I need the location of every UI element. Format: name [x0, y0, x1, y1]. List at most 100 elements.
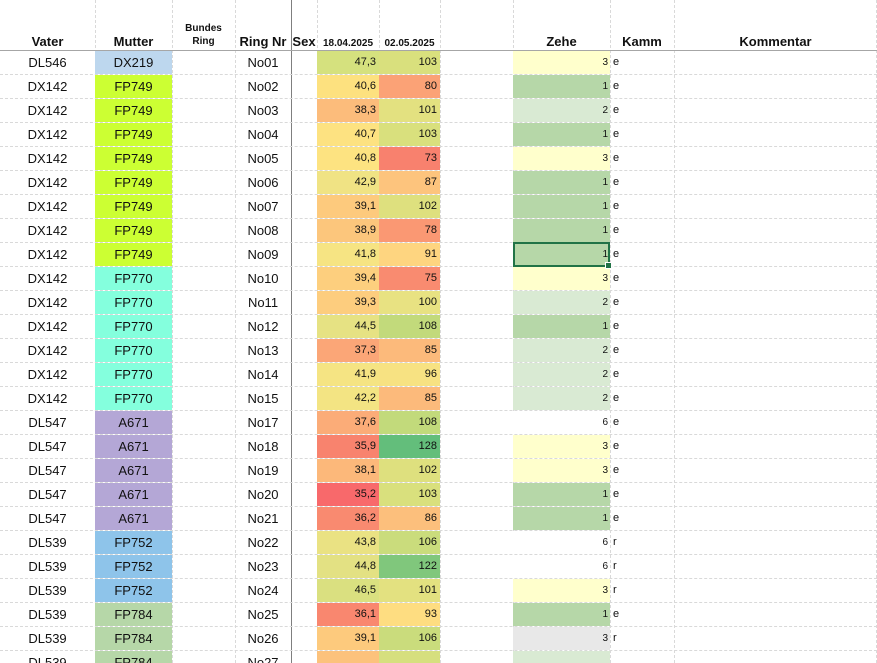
- cell-sex[interactable]: [291, 315, 317, 338]
- cell-kommentar[interactable]: [674, 627, 876, 650]
- cell-vater[interactable]: DL539: [28, 607, 67, 622]
- cell-vater[interactable]: DX142: [27, 199, 68, 214]
- cell-kommentar[interactable]: [674, 99, 876, 122]
- cell-sex[interactable]: [291, 387, 317, 410]
- cell-mutter[interactable]: FP770: [95, 267, 172, 290]
- cell-kamm[interactable]: [610, 651, 674, 663]
- cell-zehe[interactable]: 3: [513, 51, 610, 74]
- cell-mutter[interactable]: FP749: [95, 219, 172, 242]
- cell-weight-1[interactable]: 39,4: [317, 267, 379, 290]
- cell-kamm[interactable]: e: [613, 368, 620, 380]
- header-date-2[interactable]: 02.05.2025: [384, 38, 435, 49]
- cell-kamm[interactable]: e: [613, 176, 620, 188]
- cell-kommentar[interactable]: [674, 195, 876, 218]
- cell-weight-1[interactable]: 39,3: [317, 291, 379, 314]
- cell-weight-2[interactable]: 106: [379, 531, 440, 554]
- cell-zehe[interactable]: [513, 651, 610, 663]
- cell-mutter[interactable]: FP749: [95, 75, 172, 98]
- cell-kamm[interactable]: r: [613, 536, 617, 548]
- cell-zehe[interactable]: 1: [513, 315, 610, 338]
- cell-sex[interactable]: [291, 507, 317, 530]
- cell-weight-1[interactable]: 35,9: [317, 435, 379, 458]
- cell-vater[interactable]: DX142: [27, 151, 68, 166]
- cell-bundes-ring[interactable]: [172, 411, 235, 434]
- cell-weight-2[interactable]: 102: [379, 459, 440, 482]
- cell-kommentar[interactable]: [674, 555, 876, 578]
- cell-vater[interactable]: DX142: [27, 367, 68, 382]
- selected-cell[interactable]: [513, 242, 612, 269]
- cell-ring-nr[interactable]: No27: [247, 655, 279, 663]
- cell-sex[interactable]: [291, 603, 317, 626]
- cell-weight-1[interactable]: 44,8: [317, 555, 379, 578]
- cell-mutter[interactable]: A671: [95, 435, 172, 458]
- cell-mutter[interactable]: FP752: [95, 555, 172, 578]
- cell-vater[interactable]: DX142: [27, 175, 68, 190]
- cell-weight-1[interactable]: 40,8: [317, 147, 379, 170]
- cell-weight-2[interactable]: 108: [379, 315, 440, 338]
- cell-kamm[interactable]: e: [613, 128, 620, 140]
- cell-weight-2[interactable]: 101: [379, 99, 440, 122]
- cell-sex[interactable]: [291, 339, 317, 362]
- cell-weight-2[interactable]: 106: [379, 627, 440, 650]
- cell-zehe[interactable]: 2: [513, 339, 610, 362]
- cell-weight-1[interactable]: 38,1: [317, 459, 379, 482]
- cell-ring-nr[interactable]: No08: [247, 223, 279, 238]
- header-kommentar[interactable]: Kommentar: [739, 34, 812, 49]
- cell-kamm[interactable]: e: [613, 344, 620, 356]
- cell-ring-nr[interactable]: No04: [247, 127, 279, 142]
- cell-kamm[interactable]: e: [613, 104, 620, 116]
- cell-zehe[interactable]: 1: [513, 219, 610, 242]
- header-bundes-ring[interactable]: Bundes Ring: [172, 0, 235, 50]
- cell-kommentar[interactable]: [674, 435, 876, 458]
- cell-ring-nr[interactable]: No03: [247, 103, 279, 118]
- cell-mutter[interactable]: FP749: [95, 243, 172, 266]
- header-date-1[interactable]: 18.04.2025: [322, 38, 374, 49]
- cell-kommentar[interactable]: [674, 267, 876, 290]
- cell-zehe[interactable]: 3: [513, 579, 610, 602]
- cell-vater[interactable]: DL547: [28, 487, 67, 502]
- cell-bundes-ring[interactable]: [172, 363, 235, 386]
- cell-kommentar[interactable]: [674, 51, 876, 74]
- cell-mutter[interactable]: FP770: [95, 387, 172, 410]
- cell-weight-2[interactable]: 86: [379, 507, 440, 530]
- cell-kamm[interactable]: e: [613, 272, 620, 284]
- cell-ring-nr[interactable]: No01: [247, 55, 279, 70]
- cell-weight-2[interactable]: 85: [379, 339, 440, 362]
- cell-weight-2[interactable]: 103: [379, 123, 440, 146]
- cell-kamm[interactable]: r: [613, 632, 617, 644]
- cell-kommentar[interactable]: [674, 315, 876, 338]
- cell-sex[interactable]: [291, 627, 317, 650]
- cell-zehe[interactable]: 1: [513, 243, 610, 266]
- cell-weight-2[interactable]: 100: [379, 291, 440, 314]
- cell-ring-nr[interactable]: No06: [247, 175, 279, 190]
- cell-kommentar[interactable]: [674, 219, 876, 242]
- cell-weight-1[interactable]: 36,2: [317, 507, 379, 530]
- cell-ring-nr[interactable]: No20: [247, 487, 279, 502]
- cell-weight-2[interactable]: 128: [379, 435, 440, 458]
- cell-sex[interactable]: [291, 435, 317, 458]
- cell-weight-1[interactable]: 38,9: [317, 219, 379, 242]
- cell-ring-nr[interactable]: No24: [247, 583, 279, 598]
- cell-vater[interactable]: DL539: [28, 655, 67, 663]
- cell-kamm[interactable]: r: [613, 560, 617, 572]
- cell-kommentar[interactable]: [674, 339, 876, 362]
- cell-sex[interactable]: [291, 483, 317, 506]
- cell-bundes-ring[interactable]: [172, 507, 235, 530]
- cell-zehe[interactable]: 6: [513, 411, 610, 434]
- cell-vater[interactable]: DL547: [28, 439, 67, 454]
- cell-ring-nr[interactable]: No18: [247, 439, 279, 454]
- header-vater[interactable]: Vater: [31, 34, 64, 49]
- cell-ring-nr[interactable]: No19: [247, 463, 279, 478]
- cell-ring-nr[interactable]: No14: [247, 367, 279, 382]
- cell-zehe[interactable]: 1: [513, 483, 610, 506]
- cell-weight-1[interactable]: 41,9: [317, 363, 379, 386]
- header-sex[interactable]: Sex: [292, 34, 316, 49]
- cell-weight-1[interactable]: 43,8: [317, 531, 379, 554]
- cell-sex[interactable]: [291, 195, 317, 218]
- cell-bundes-ring[interactable]: [172, 267, 235, 290]
- cell-mutter[interactable]: FP770: [95, 363, 172, 386]
- cell-vater[interactable]: DL547: [28, 463, 67, 478]
- cell-vater[interactable]: DX142: [27, 127, 68, 142]
- cell-vater[interactable]: DL539: [28, 583, 67, 598]
